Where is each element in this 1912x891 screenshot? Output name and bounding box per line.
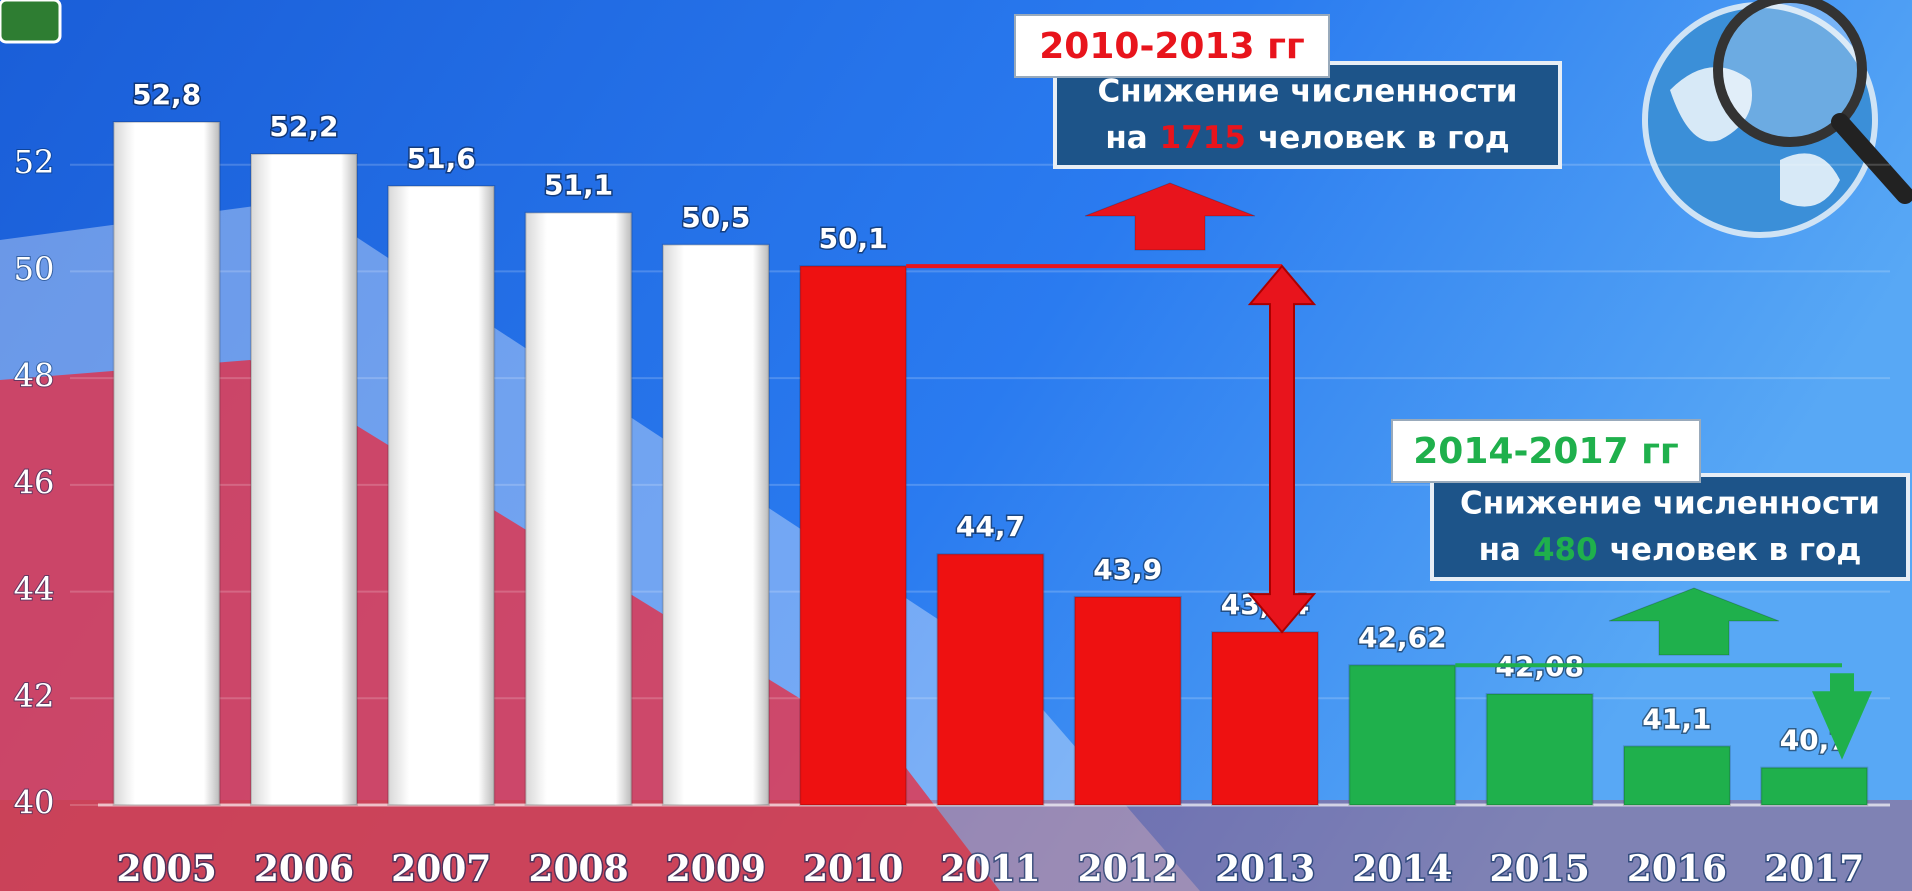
desc-line2: на 1715 человек в год bbox=[1105, 120, 1509, 156]
y-tick-label: 48 bbox=[14, 357, 55, 395]
value-label: 42,62 bbox=[1358, 621, 1447, 654]
x-tick-label: 2006 bbox=[254, 848, 354, 890]
x-tick-label: 2012 bbox=[1078, 848, 1178, 890]
x-tick-label: 2011 bbox=[940, 848, 1040, 890]
desc-line2: на 480 человек в год bbox=[1479, 532, 1862, 568]
bar bbox=[251, 154, 357, 805]
x-tick-label: 2008 bbox=[528, 848, 628, 890]
desc-prefix: на bbox=[1479, 532, 1521, 568]
bar bbox=[1349, 665, 1455, 805]
value-label: 44,7 bbox=[956, 510, 1025, 543]
value-label: 41,1 bbox=[1642, 702, 1711, 735]
x-tick-label: 2015 bbox=[1490, 848, 1590, 890]
value-label: 51,6 bbox=[407, 142, 476, 175]
x-tick-label: 2007 bbox=[391, 848, 491, 890]
x-tick-label: 2005 bbox=[117, 848, 217, 890]
y-tick-label: 46 bbox=[14, 463, 55, 501]
y-tick-label: 42 bbox=[14, 677, 55, 715]
bar bbox=[1624, 746, 1730, 805]
period-label: 2010-2013 гг bbox=[1039, 26, 1304, 67]
bar bbox=[937, 554, 1043, 805]
desc-suffix: человек в год bbox=[1610, 532, 1862, 568]
bar bbox=[800, 266, 906, 805]
x-tick-label: 2010 bbox=[803, 848, 903, 890]
x-tick-label: 2013 bbox=[1215, 848, 1315, 890]
bar bbox=[114, 122, 220, 805]
bar bbox=[526, 213, 632, 805]
value-label: 43,9 bbox=[1093, 553, 1162, 586]
bar bbox=[388, 186, 494, 805]
emblem bbox=[0, 0, 60, 42]
y-tick-label: 52 bbox=[14, 143, 55, 181]
desc-line1: Снижение численности bbox=[1097, 74, 1517, 110]
bar bbox=[1075, 597, 1181, 805]
y-tick-label: 50 bbox=[14, 250, 55, 288]
value-label: 52,8 bbox=[132, 78, 201, 111]
y-tick-label: 44 bbox=[14, 570, 55, 608]
value-label: 52,2 bbox=[269, 110, 338, 143]
period-label: 2014-2017 гг bbox=[1413, 431, 1678, 472]
value-label: 50,5 bbox=[681, 201, 750, 234]
desc-suffix: человек в год bbox=[1258, 120, 1510, 156]
value-label: 51,1 bbox=[544, 169, 613, 202]
x-tick-label: 2014 bbox=[1352, 848, 1452, 890]
x-tick-label: 2016 bbox=[1627, 848, 1727, 890]
desc-number: 1715 bbox=[1160, 120, 1246, 156]
bar bbox=[1487, 694, 1593, 805]
x-tick-label: 2017 bbox=[1764, 848, 1864, 890]
bar bbox=[663, 245, 769, 805]
chart: 40 42 44 46 48 50 52 52,8 2005 52,2 2006 51,6 2007 51… bbox=[0, 0, 1912, 891]
desc-prefix: на bbox=[1105, 120, 1147, 156]
value-label: 50,1 bbox=[819, 222, 888, 255]
bar bbox=[1761, 768, 1867, 805]
desc-number: 480 bbox=[1533, 532, 1598, 568]
x-tick-label: 2009 bbox=[666, 848, 766, 890]
desc-line1: Снижение численности bbox=[1460, 486, 1880, 522]
bar bbox=[1212, 632, 1318, 805]
y-tick-label: 40 bbox=[14, 784, 55, 822]
